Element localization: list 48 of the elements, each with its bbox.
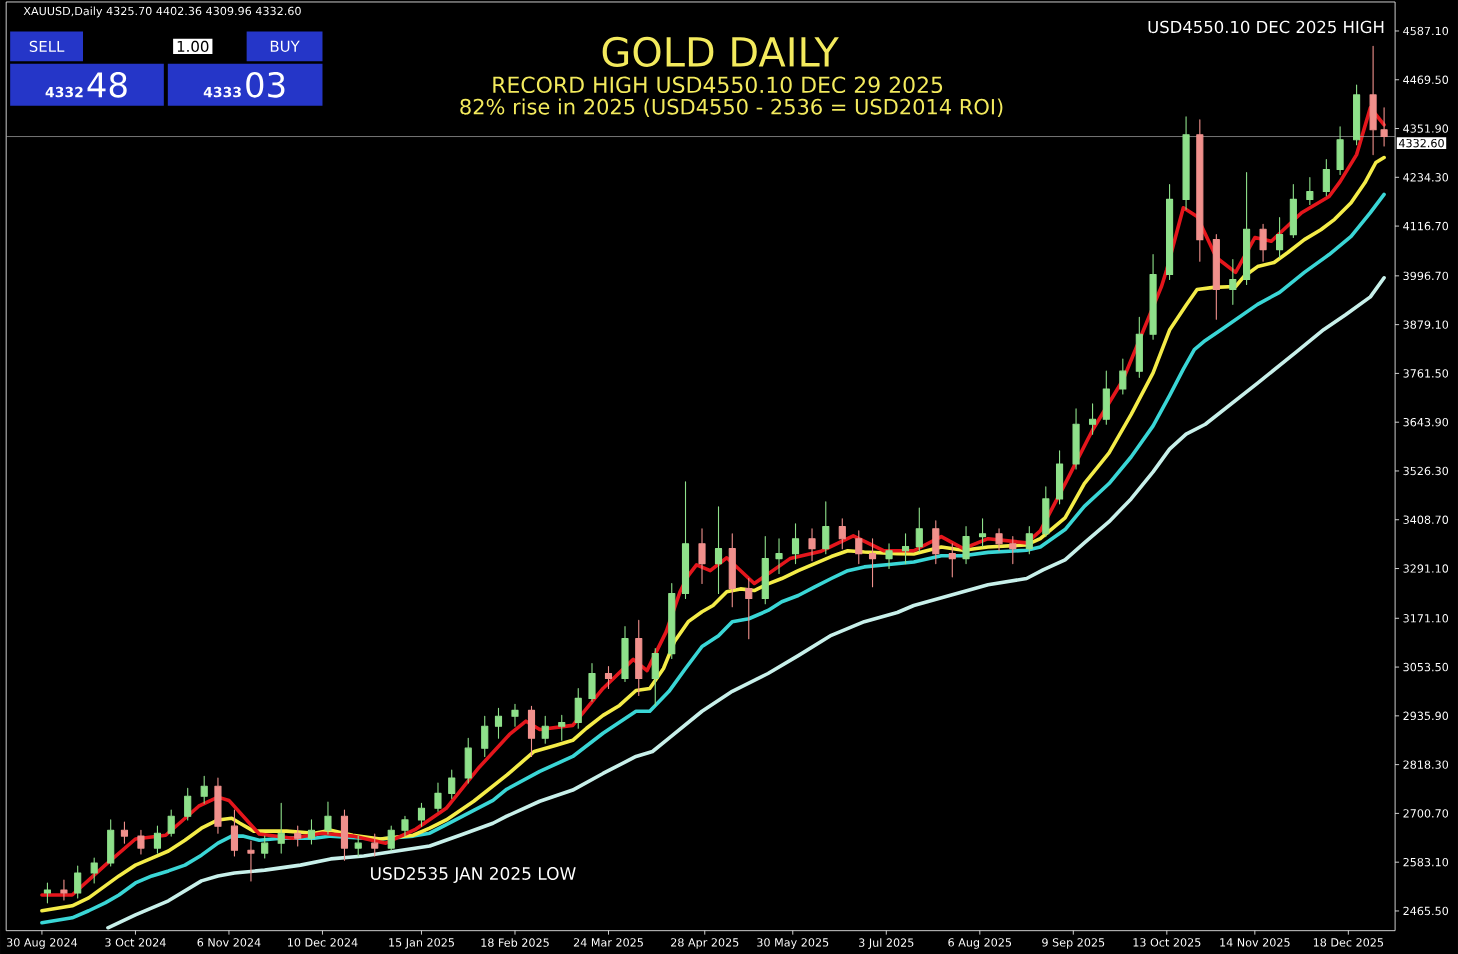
y-tick-label: 3879.10: [1403, 320, 1449, 329]
x-tick-label: 30 May 2025: [757, 938, 829, 949]
x-tick-label: 10 Dec 2024: [287, 938, 358, 947]
text: RECORD HIGH USD4550.10 DEC 29 2025: [493, 76, 943, 94]
y-tick-label: 3408.70: [1403, 515, 1449, 525]
y-tick-label: 2583.10: [1403, 858, 1449, 867]
annotation: 4332: [45, 86, 83, 98]
annotation: 48: [87, 72, 127, 98]
y-tick-label: 3761.50: [1403, 369, 1449, 378]
ref-line-label: 4332.60: [1398, 138, 1444, 148]
x-tick-label: 13 Oct 2025: [1133, 938, 1201, 947]
y-tick-label: 4116.70: [1403, 221, 1449, 231]
x-tick-label: 24 Mar 2025: [573, 938, 643, 947]
y-tick-label: 2818.30: [1403, 760, 1449, 769]
x-tick-label: 14 Nov 2025: [1220, 938, 1290, 947]
x-tick-label: 3 Jul 2025: [859, 938, 914, 949]
annotation: 4333: [203, 86, 241, 98]
annotation: BUY: [270, 40, 300, 52]
x-tick-label: 15 Jan 2025: [389, 938, 454, 949]
annotation: 82% rise in 2025 (USD4550 - 2536 = USD2014 ROI): [460, 98, 1003, 118]
y-tick-label: 3996.70: [1403, 271, 1449, 281]
annotation: USD2535 JAN 2025 LOW: [371, 867, 576, 884]
annotation: SELL: [29, 40, 65, 53]
y-tick-label: 3643.90: [1403, 418, 1449, 427]
text: GOLD DAILY: [602, 36, 839, 68]
y-tick-label: 3053.50: [1403, 662, 1449, 672]
x-tick-label: 6 Nov 2024: [197, 938, 261, 947]
x-tick-label: 18 Feb 2025: [481, 938, 549, 947]
y-tick-label: 2935.90: [1403, 711, 1449, 721]
x-tick-label: 6 Aug 2025: [948, 938, 1012, 949]
x-tick-label: 30 Aug 2024: [6, 938, 78, 949]
x-tick-label: 28 Apr 2025: [671, 938, 739, 949]
y-tick-label: 4469.50: [1403, 75, 1449, 85]
y-tick-label: 4351.90: [1403, 124, 1449, 133]
x-tick-label: 3 Oct 2024: [105, 938, 166, 947]
y-tick-label: 4234.30: [1403, 173, 1449, 182]
y-tick-label: 4587.10: [1403, 26, 1449, 36]
y-tick-label: 3291.10: [1403, 564, 1449, 573]
y-tick-label: 3171.10: [1403, 614, 1449, 623]
annotation: 03: [246, 72, 285, 98]
x-tick-label: 9 Sep 2025: [1042, 938, 1105, 949]
annotation: 1.00: [177, 40, 209, 53]
y-tick-label: 2465.50: [1403, 906, 1449, 916]
y-tick-label: 3526.30: [1403, 466, 1449, 476]
y-tick-label: 2700.70: [1403, 809, 1449, 818]
annotation: XAUUSD,Daily 4325.70 4402.36 4309.96 4332.60: [23, 6, 301, 18]
annotation: USD4550.10 DEC 2025 HIGH: [1148, 20, 1384, 34]
x-tick-label: 18 Dec 2025: [1313, 938, 1384, 947]
